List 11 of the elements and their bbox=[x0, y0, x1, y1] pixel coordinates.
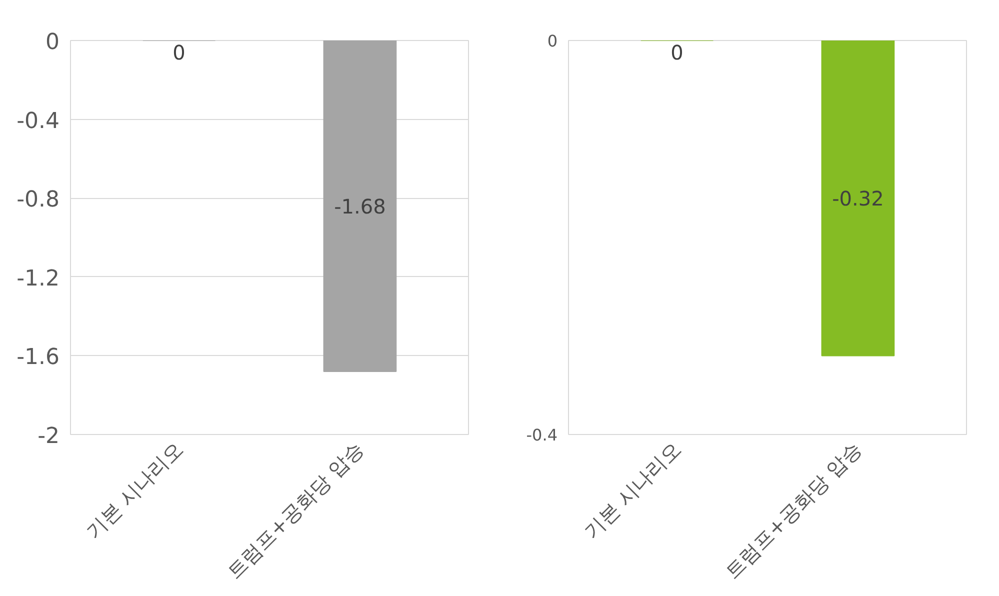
data-label: 0 bbox=[670, 40, 684, 64]
data-label: -0.32 bbox=[832, 186, 884, 211]
y-tick-label: 0 bbox=[46, 30, 60, 55]
data-label: 0 bbox=[172, 40, 186, 64]
data-label: -1.68 bbox=[334, 194, 386, 218]
y-tick-label: -0.4 bbox=[16, 108, 60, 134]
y-tick-label: -0.4 bbox=[526, 426, 558, 444]
y-tick-label: -1.6 bbox=[16, 345, 60, 370]
y-tick-label: -2 bbox=[38, 424, 60, 449]
y-tick-label: -1.2 bbox=[16, 266, 60, 292]
y-tick-label: -0.8 bbox=[16, 188, 60, 213]
